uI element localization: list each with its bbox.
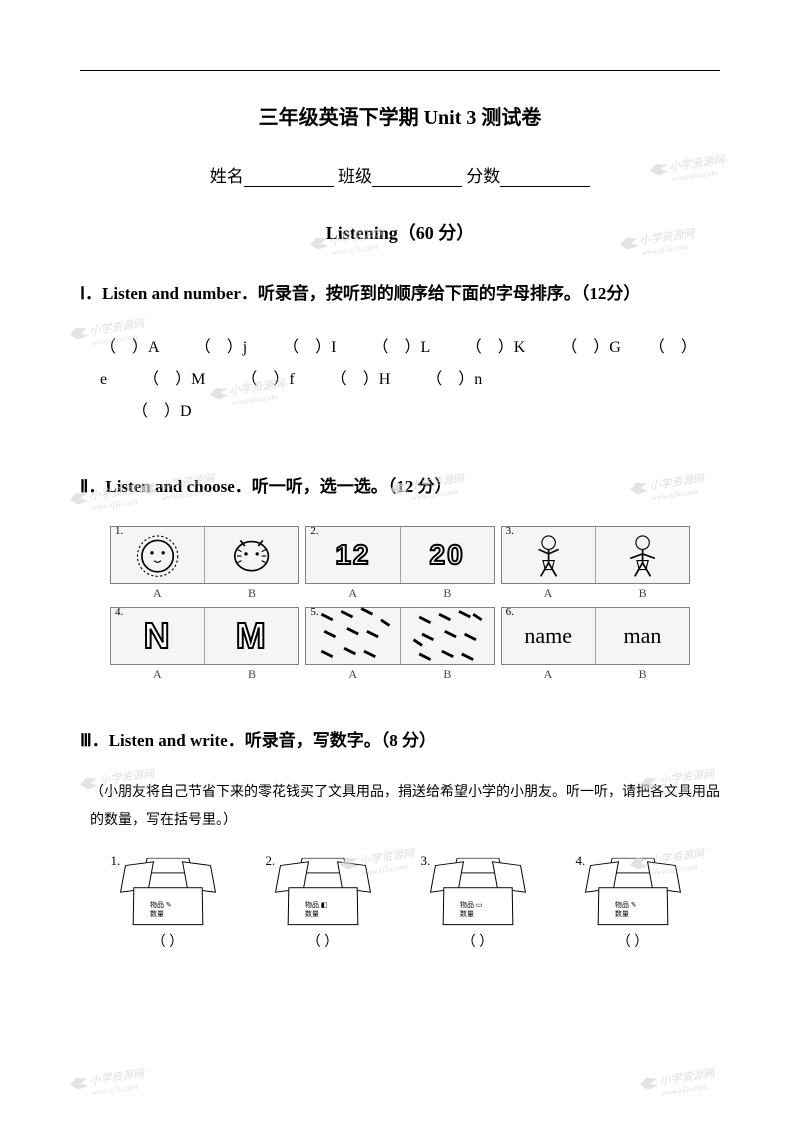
q2-item-5: 5. AB [305, 607, 494, 682]
q2-item-num: 6. [506, 606, 514, 618]
class-label: 班级 [338, 167, 372, 186]
q1-letter: A [148, 339, 159, 356]
q3-answer-paren[interactable]: （ ） [123, 931, 213, 951]
q2-item-num: 1. [115, 525, 123, 537]
open-box-icon: 物品 ✎数量 [588, 855, 678, 925]
q1-letter: G [609, 339, 621, 356]
q1-letter: H [379, 371, 391, 388]
q3-box-3: 3. 物品 ▭数量 （ ） [433, 855, 523, 951]
choice-b-label: B [400, 586, 495, 601]
q2-choice-grid: 1. AB 2. 12 20 AB 3. AB [110, 526, 690, 682]
q3-answer-paren[interactable]: （ ） [278, 931, 368, 951]
q2-item-4: 4. N M AB [110, 607, 299, 682]
page-title: 三年级英语下学期 Unit 3 测试卷 [80, 101, 720, 130]
name-blank[interactable] [244, 169, 334, 187]
q2-item-6: 6. name man AB [501, 607, 690, 682]
q3-heading: Ⅲ．Listen and write．听录音，写数字。（8 分） [80, 722, 720, 759]
q3-box-num: 1. [111, 853, 121, 869]
sprinkles-icon [306, 608, 400, 664]
q2-item-num: 4. [115, 606, 123, 618]
q1-letter: n [474, 371, 482, 388]
choice-a-label: A [110, 586, 205, 601]
q3-box-num: 4. [576, 853, 586, 869]
watermark-icon: 小学资源网www.xj5u.com [69, 1065, 147, 1100]
girl-icon [502, 527, 596, 583]
tiger-icon [205, 527, 298, 583]
score-label: 分数 [466, 167, 500, 186]
number-20: 20 [401, 527, 494, 583]
open-box-icon: 物品 ✎数量 [123, 855, 213, 925]
open-box-icon: 物品 ◧数量 [278, 855, 368, 925]
choice-b-label: B [595, 586, 690, 601]
q2-item-num: 3. [506, 525, 514, 537]
student-info-line: 姓名 班级 分数 [80, 162, 720, 187]
q1-letter: D [180, 403, 192, 420]
q3-answer-paren[interactable]: （ ） [433, 931, 523, 951]
letter-m: M [205, 608, 298, 664]
lion-icon [111, 527, 205, 583]
word-name: name [502, 608, 596, 664]
choice-a-label: A [110, 667, 205, 682]
q3-box-num: 3. [421, 853, 431, 869]
letter-n: N [111, 608, 205, 664]
q2-item-num: 5. [310, 606, 318, 618]
q3-answer-paren[interactable]: （ ） [588, 931, 678, 951]
girl-icon [596, 527, 689, 583]
watermark-icon: 小学资源网www.xj5u.com [639, 1065, 717, 1100]
q1-letter: L [421, 339, 430, 356]
name-label: 姓名 [210, 167, 244, 186]
q2-item-3: 3. AB [501, 526, 690, 601]
class-blank[interactable] [372, 169, 462, 187]
choice-b-label: B [595, 667, 690, 682]
sprinkles-icon [401, 608, 494, 664]
choice-a-label: A [305, 586, 400, 601]
q1-letter-block: （ ）A （ ）j （ ）I （ ）L （ ）K （ ）G （ ）e （ ）M … [80, 332, 720, 428]
q3-box-2: 2. 物品 ◧数量 （ ） [278, 855, 368, 951]
q3-box-4: 4. 物品 ✎数量 （ ） [588, 855, 678, 951]
open-box-icon: 物品 ▭数量 [433, 855, 523, 925]
q1-letter: K [514, 339, 526, 356]
choice-b-label: B [205, 586, 300, 601]
q3-box-num: 2. [266, 853, 276, 869]
q2-heading: Ⅱ．Listen and choose．听一听，选一选。（12 分） [80, 468, 720, 505]
q1-heading: Ⅰ．Listen and number．听录音，按听到的顺序给下面的字母排序。（… [80, 275, 720, 312]
choice-a-label: A [501, 667, 596, 682]
top-horizontal-rule [80, 70, 720, 71]
number-12: 12 [306, 527, 400, 583]
q1-letter: M [191, 371, 205, 388]
listening-section-header: Listening（60 分） [80, 219, 720, 245]
q3-box-row: 1. 物品 ✎数量 （ ） 2. 物品 ◧数量 （ ） 3. 物品 ▭数量 （ … [90, 855, 710, 951]
choice-a-label: A [501, 586, 596, 601]
q2-item-num: 2. [310, 525, 318, 537]
score-blank[interactable] [500, 169, 590, 187]
q3-note: （小朋友将自己节省下来的零花钱买了文具用品，捐送给希望小学的小朋友。听一听，请把… [80, 779, 720, 835]
q2-item-1: 1. AB [110, 526, 299, 601]
q3-box-1: 1. 物品 ✎数量 （ ） [123, 855, 213, 951]
word-man: man [596, 608, 689, 664]
choice-b-label: B [205, 667, 300, 682]
q2-item-2: 2. 12 20 AB [305, 526, 494, 601]
